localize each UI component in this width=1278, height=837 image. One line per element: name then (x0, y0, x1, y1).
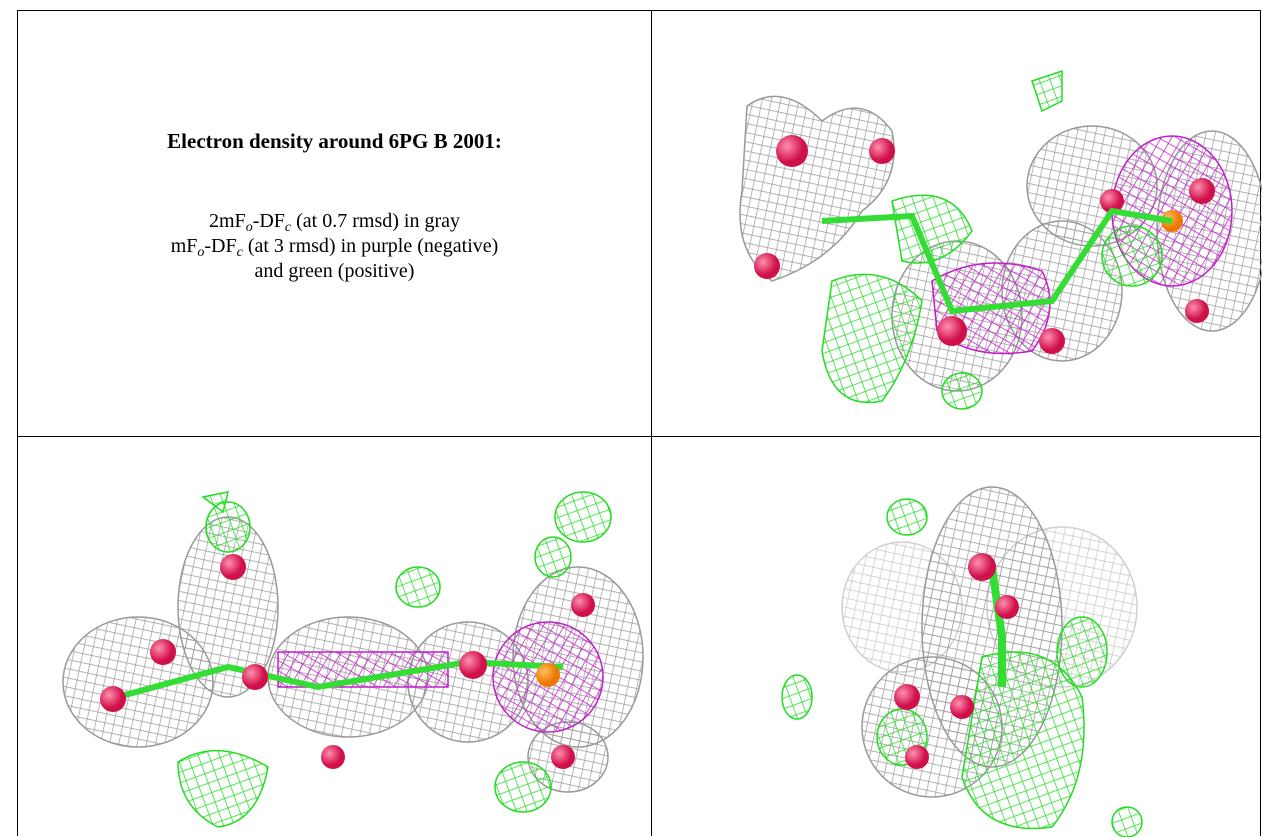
legend-text: (at 0.7 rmsd) in gray (291, 210, 460, 232)
caption-cell: Electron density around 6PG B 2001: 2mFo… (18, 11, 651, 436)
subscript: o (246, 220, 253, 235)
legend-line: and green (positive) (18, 259, 651, 284)
figure-table: Electron density around 6PG B 2001: 2mFo… (17, 10, 1261, 836)
legend-text: 2mF (209, 210, 246, 232)
density-view (652, 437, 1262, 837)
caption-title: Electron density around 6PG B 2001: (18, 129, 651, 154)
legend-text: -DF (253, 210, 285, 232)
legend-text: mF (171, 235, 198, 257)
density-view (18, 437, 651, 837)
density-image (652, 437, 1262, 837)
density-view (652, 11, 1262, 436)
density-image (652, 11, 1262, 436)
legend-text: (at 3 rmsd) in purple (negative) (243, 235, 498, 257)
legend-line: 2mFo-DFc (at 0.7 rmsd) in gray (18, 209, 651, 234)
density-image (18, 437, 651, 837)
legend-line: mFo-DFc (at 3 rmsd) in purple (negative) (18, 234, 651, 259)
legend-text: -DF (204, 235, 236, 257)
legend-text: and green (positive) (255, 260, 415, 282)
